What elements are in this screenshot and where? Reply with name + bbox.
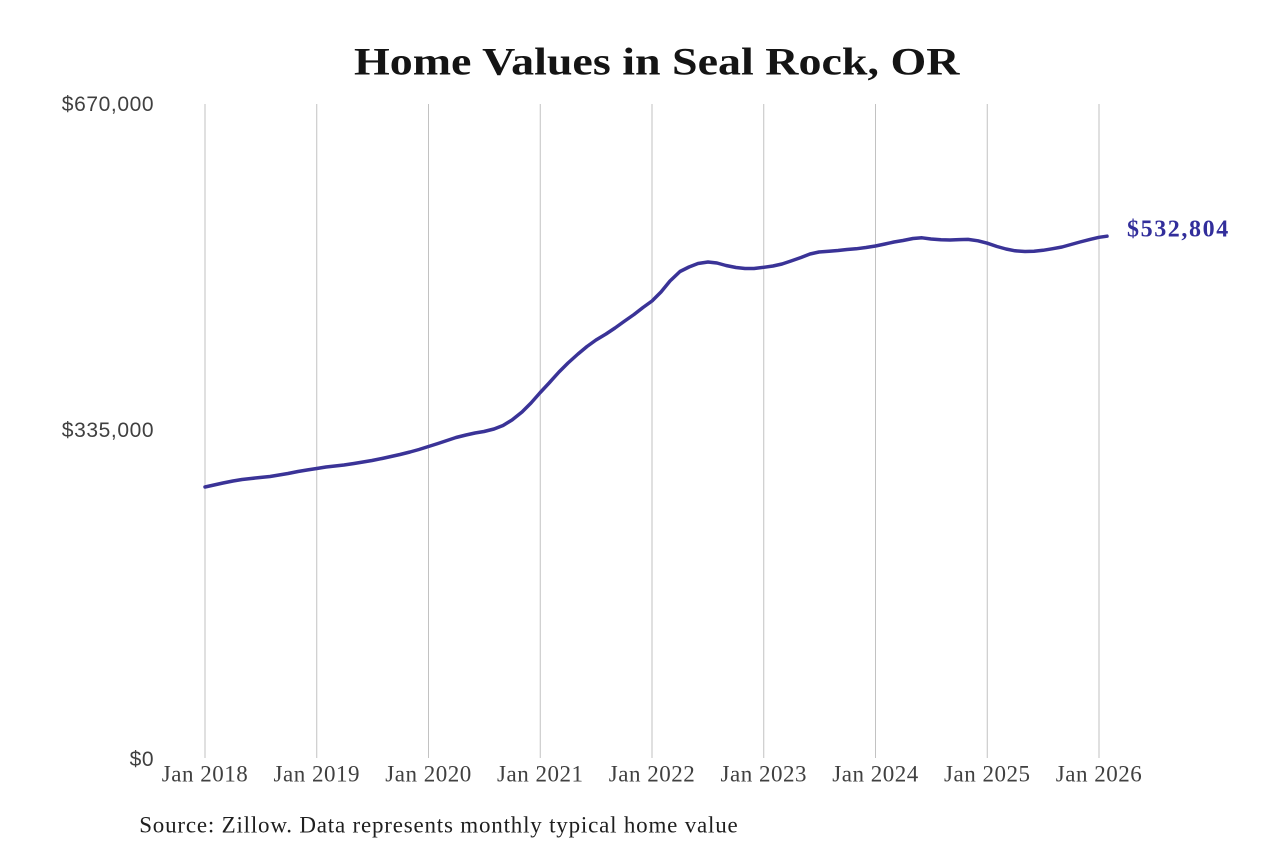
svg-text:Jan 2021: Jan 2021 <box>497 762 583 787</box>
svg-text:Jan 2022: Jan 2022 <box>609 762 695 787</box>
svg-text:Source: Zillow. Data represent: Source: Zillow. Data represents monthly … <box>139 812 738 837</box>
svg-text:Jan 2023: Jan 2023 <box>721 762 807 787</box>
svg-text:Home Values in Seal Rock, OR: Home Values in Seal Rock, OR <box>354 40 961 83</box>
svg-text:Jan 2020: Jan 2020 <box>385 762 471 787</box>
svg-text:$335,000: $335,000 <box>62 419 154 442</box>
svg-text:$670,000: $670,000 <box>62 93 154 116</box>
svg-text:Jan 2024: Jan 2024 <box>832 762 918 787</box>
svg-text:$0: $0 <box>130 748 155 771</box>
svg-text:Jan 2026: Jan 2026 <box>1056 762 1142 787</box>
svg-text:Jan 2025: Jan 2025 <box>944 762 1030 787</box>
svg-text:Jan 2018: Jan 2018 <box>162 762 248 787</box>
svg-text:$532,804: $532,804 <box>1127 217 1230 243</box>
svg-text:Jan 2019: Jan 2019 <box>274 762 360 787</box>
